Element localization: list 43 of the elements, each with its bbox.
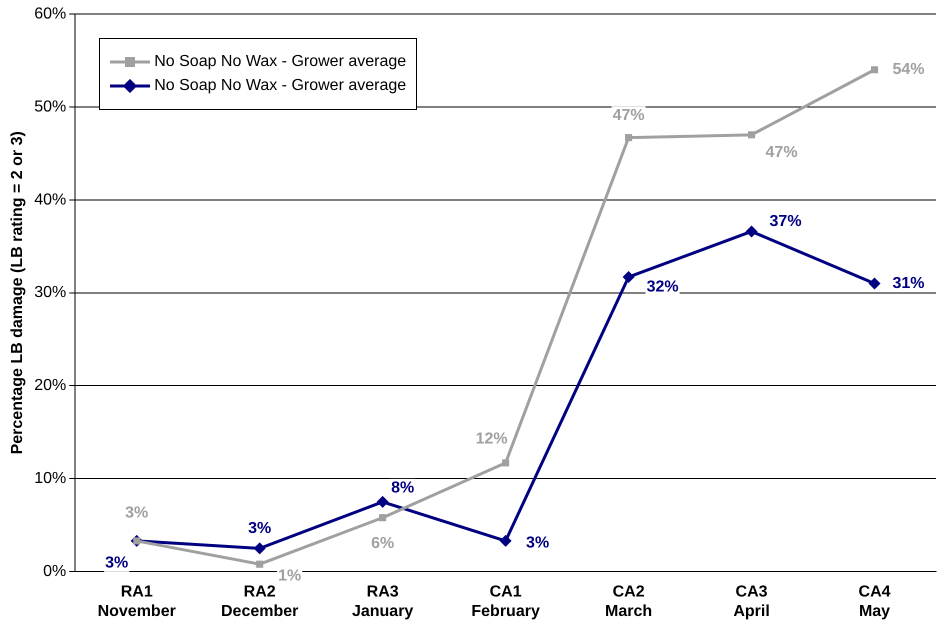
y-tick-label: 20%	[34, 377, 66, 394]
point	[870, 66, 878, 74]
data-label: 8%	[391, 479, 414, 496]
x-tick-label: RA1 November	[98, 584, 176, 620]
point	[502, 459, 510, 466]
data-label: 54%	[892, 61, 925, 78]
y-tick-label: 0%	[43, 563, 66, 580]
point	[379, 514, 386, 522]
x-tick-label: CA4 May	[858, 584, 891, 620]
y-tick-label: 50%	[34, 98, 66, 116]
y-tick-label: 60%	[34, 5, 66, 22]
data-label: 1%	[278, 568, 302, 585]
y-tick-label: 10%	[34, 470, 66, 488]
point	[868, 278, 881, 290]
data-label: 3%	[105, 554, 128, 572]
point	[622, 271, 635, 283]
point	[254, 542, 266, 554]
data-label: 47%	[766, 144, 798, 162]
point	[500, 534, 512, 547]
y-tick-label: 30%	[34, 284, 66, 302]
x-tick-label: CA3 April	[733, 584, 770, 620]
legend-label: No Soap No Wax - Grower average	[154, 77, 406, 95]
data-label: 12%	[476, 430, 508, 448]
x-tick-label: RA2 December	[220, 584, 298, 620]
point	[376, 496, 389, 508]
data-label: 6%	[371, 535, 394, 552]
y-axis-title: Percentage LB damage (LB rating = 2 or 3)	[9, 131, 26, 454]
data-label: 32%	[646, 278, 679, 296]
point	[625, 134, 632, 142]
point	[256, 560, 264, 568]
data-label: 37%	[770, 212, 802, 230]
legend-label: No Soap No Wax - Grower average	[154, 53, 406, 71]
point	[746, 225, 758, 238]
data-label: 3%	[248, 520, 272, 537]
x-tick-label: CA1 February	[471, 584, 540, 620]
data-label: 3%	[526, 534, 550, 552]
y-tick-label: 40%	[34, 191, 66, 208]
data-label: 47%	[612, 107, 645, 124]
point	[748, 131, 756, 138]
x-tick-label: RA3 January	[352, 584, 414, 620]
data-label: 31%	[892, 274, 925, 292]
x-tick-label: CA2 March	[605, 584, 652, 620]
data-label: 3%	[125, 504, 148, 522]
